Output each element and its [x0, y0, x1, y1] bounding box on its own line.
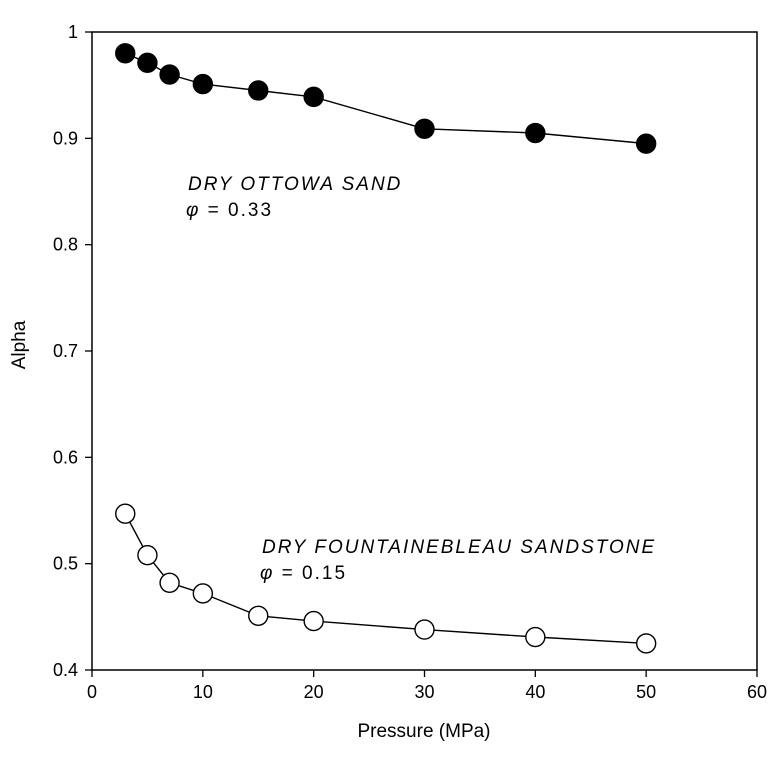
y-tick-label: 0.9 [53, 128, 78, 148]
data-point-1-2 [159, 572, 180, 594]
data-point-1-3 [192, 583, 214, 604]
x-tick-label: 50 [636, 682, 656, 702]
y-axis-title: Alpha [9, 320, 30, 369]
data-point-0-5 [303, 86, 324, 108]
y-tick-label: 0.6 [53, 447, 78, 467]
y-axis: 0.4 0.5 0.6 0.7 0.8 0.9 1 [53, 22, 92, 680]
data-point-1-1 [137, 544, 158, 566]
data-point-1-0 [115, 503, 136, 524]
annotation-fontainebleau-porosity: φ = 0.15 [260, 563, 347, 584]
data-point-0-1 [137, 52, 158, 74]
data-point-0-2 [159, 64, 180, 85]
x-tick-label: 0 [87, 682, 97, 702]
data-point-0-7 [525, 122, 546, 144]
data-point-1-4 [248, 605, 269, 626]
data-point-0-4 [248, 80, 269, 101]
y-tick-label: 1 [68, 22, 78, 42]
y-tick-label: 0.4 [53, 660, 78, 680]
x-axis: 0 10 20 30 40 50 60 [87, 670, 767, 702]
series-line-0 [125, 52, 647, 145]
data-point-0-8 [635, 133, 657, 154]
x-tick-label: 30 [414, 682, 434, 702]
data-point-1-7 [525, 626, 546, 648]
annotation-ottowa-porosity: φ = 0.33 [186, 200, 273, 221]
annotation-fontainebleau-title: DRY FOUNTAINEBLEAU SANDSTONE [262, 537, 656, 558]
x-tick-label: 20 [304, 682, 324, 702]
y-tick-label: 0.5 [53, 554, 78, 574]
data-point-1-8 [635, 633, 657, 654]
x-axis-title: Pressure (MPa) [357, 721, 490, 742]
y-tick-label: 0.8 [53, 235, 78, 255]
y-tick-label: 0.7 [53, 341, 78, 361]
x-tick-label: 40 [525, 682, 545, 702]
data-point-0-6 [414, 118, 435, 139]
x-tick-label: 60 [747, 682, 767, 702]
x-tick-label: 10 [193, 682, 213, 702]
series-line-1 [124, 513, 647, 645]
data-point-1-6 [414, 619, 435, 640]
annotation-ottowa-title: DRY OTTOWA SAND [188, 174, 402, 195]
data-point-0-0 [115, 43, 136, 64]
data-point-1-5 [303, 610, 324, 632]
data-point-0-3 [192, 73, 214, 95]
series-layer [115, 43, 657, 654]
